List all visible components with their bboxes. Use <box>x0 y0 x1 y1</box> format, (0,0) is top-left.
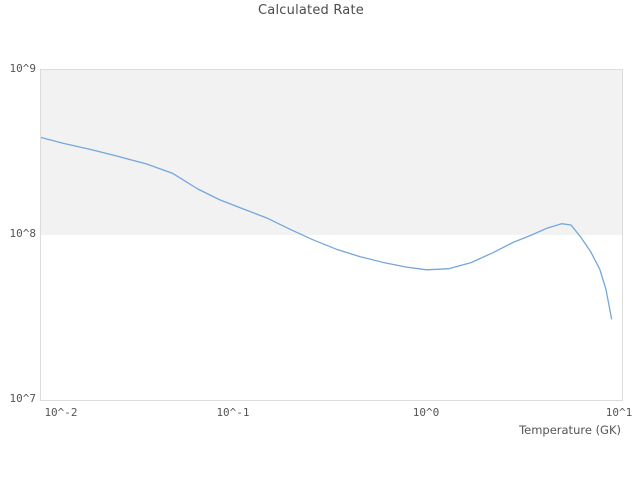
y-tick-1e7: 10^7 <box>9 392 37 405</box>
x-tick-1e-1: 10^-1 <box>216 406 250 419</box>
decade-band-1e8-1e9 <box>41 70 622 235</box>
plot-area <box>40 69 623 401</box>
rate-curve <box>41 136 613 320</box>
y-tick-1e9: 10^9 <box>9 62 37 75</box>
y-tick-1e8: 10^8 <box>9 227 37 240</box>
rate-curve-svg <box>41 136 613 320</box>
x-axis-label: Temperature (GK) <box>519 423 621 437</box>
x-tick-1e-2: 10^-2 <box>44 406 78 419</box>
x-tick-1e1: 10^1 <box>605 406 633 419</box>
x-tick-1e0: 10^0 <box>412 406 440 419</box>
chart-title: Calculated Rate <box>258 3 364 18</box>
